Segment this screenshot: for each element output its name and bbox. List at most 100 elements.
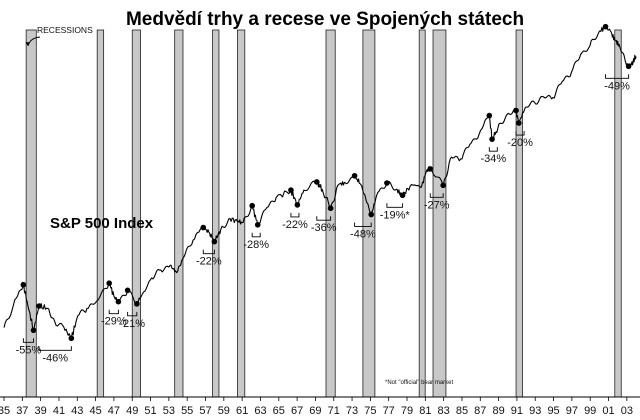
recession-bar-10 [515,29,523,398]
bear-bracket [316,216,332,221]
x-tick-label: 99 [584,405,596,417]
bear-bracket [108,309,119,315]
bear-bracket [202,249,215,255]
x-tick-label: 97 [566,405,578,417]
bear-market-label: -46% [42,352,68,364]
recession-bar-3 [174,29,184,398]
x-tick-label: 03 [621,405,633,417]
bear-peak-point [36,303,42,309]
bear-trough-point [489,136,495,142]
bear-trough-point [68,335,75,342]
bear-market-label: -21% [119,318,145,330]
bear-peak-point [106,280,112,286]
x-tick-label: 47 [108,405,120,417]
recession-bar-2 [131,29,141,398]
bear-market-label: -36% [311,222,337,234]
bear-trough-point [115,298,122,305]
bear-bracket [488,147,498,152]
bear-bracket [251,232,261,238]
recession-bar-5 [237,29,246,398]
x-tick-label: 93 [529,405,541,417]
bear-market-brackets: -55%-46%-29%-21%-22%-28%-22% -36%-48%-19%… [16,74,630,364]
bear-bracket [429,193,444,198]
bear-trough-point [30,327,37,334]
x-tick-label: 85 [456,405,468,417]
bear-market-label: -28% [243,239,269,251]
bear-market-label: -29% [101,316,127,328]
recession-bar-6 [325,29,336,398]
bear-market-label: -49% [604,80,630,92]
bear-bracket [515,131,525,136]
bear-peak-point [249,202,255,209]
bear-market-label: -22% [282,219,308,231]
bear-market-label: -34% [480,153,506,165]
bear-bracket [354,222,372,227]
x-tick-label: 87 [474,405,486,417]
x-tick-label: 77 [383,405,395,417]
x-tick-label: 45 [89,405,101,417]
bear-bracket [38,346,72,351]
x-tick-label: 83 [438,405,450,417]
x-tick-label: 57 [199,405,211,417]
recession-bar-9 [432,29,447,398]
bear-peak-point [427,166,434,172]
bear-trough-point [134,301,140,307]
x-tick-label: 81 [419,405,431,417]
x-tick-label: 63 [254,405,266,417]
x-axis-ticks: 35 37 39 41 43 45 47 49 51 53 55 57 59 61 63 65 67 69 71 73… [0,397,633,417]
bear-peak-point [513,107,519,114]
x-tick-label: 35 [0,405,10,417]
bear-market-points [20,23,632,342]
bear-bracket [290,212,300,218]
x-tick-label: 95 [547,405,559,417]
bear-trough-point [516,120,522,126]
x-tick-label: 49 [126,405,138,417]
sp500-series-line [3,25,637,339]
bear-peak-point [200,224,207,231]
bear-bracket [127,311,138,317]
bear-trough-point [254,221,261,228]
not-official-note: *Not "official" bear market [385,380,454,386]
x-tick-label: 55 [181,405,193,417]
bear-market-label: -55% [16,344,42,356]
bear-peak-point [351,172,358,179]
x-tick-label: 73 [346,405,358,417]
x-tick-label: 79 [401,405,413,417]
bear-trough-point [399,192,406,199]
bear-bracket [22,338,34,343]
bear-trough-point [440,182,446,189]
recession-bars [25,29,622,398]
bear-market-label: -20% [507,137,533,149]
bear-bracket [386,203,404,208]
recessions-arrow-head [25,42,30,46]
x-tick-label: 67 [291,405,303,417]
bear-trough-point [625,63,632,70]
recession-bar-8 [418,29,426,398]
chart-title: Medvědí trhy a recese ve Spojených státe… [126,9,524,30]
bear-market-label: -22% [196,256,222,268]
recessions-label: RECESSIONS [37,25,93,35]
bear-trough-point [211,238,218,245]
bear-market-label: -27% [424,199,450,211]
bear-market-label: -19%* [380,209,411,221]
x-tick-label: 65 [273,405,285,417]
bear-peak-point [20,281,27,288]
x-tick-label: 41 [53,405,65,417]
x-tick-label: 37 [16,405,28,417]
bear-market-label: -48% [350,228,376,240]
bear-peak-point [486,112,493,119]
x-tick-label: 51 [144,405,156,417]
x-tick-label: 53 [163,405,175,417]
x-tick-label: 89 [492,405,504,417]
x-tick-label: 59 [218,405,230,417]
x-tick-label: 39 [35,405,47,417]
bear-peak-point [288,187,294,193]
bear-peak-point [384,180,390,186]
bear-trough-point [368,211,375,218]
bear-bracket [605,74,630,79]
recession-bar-4 [212,29,220,398]
x-tick-label: 01 [602,405,614,417]
recession-bar-1 [96,29,105,398]
chart-subtitle: S&P 500 Index [50,215,154,232]
